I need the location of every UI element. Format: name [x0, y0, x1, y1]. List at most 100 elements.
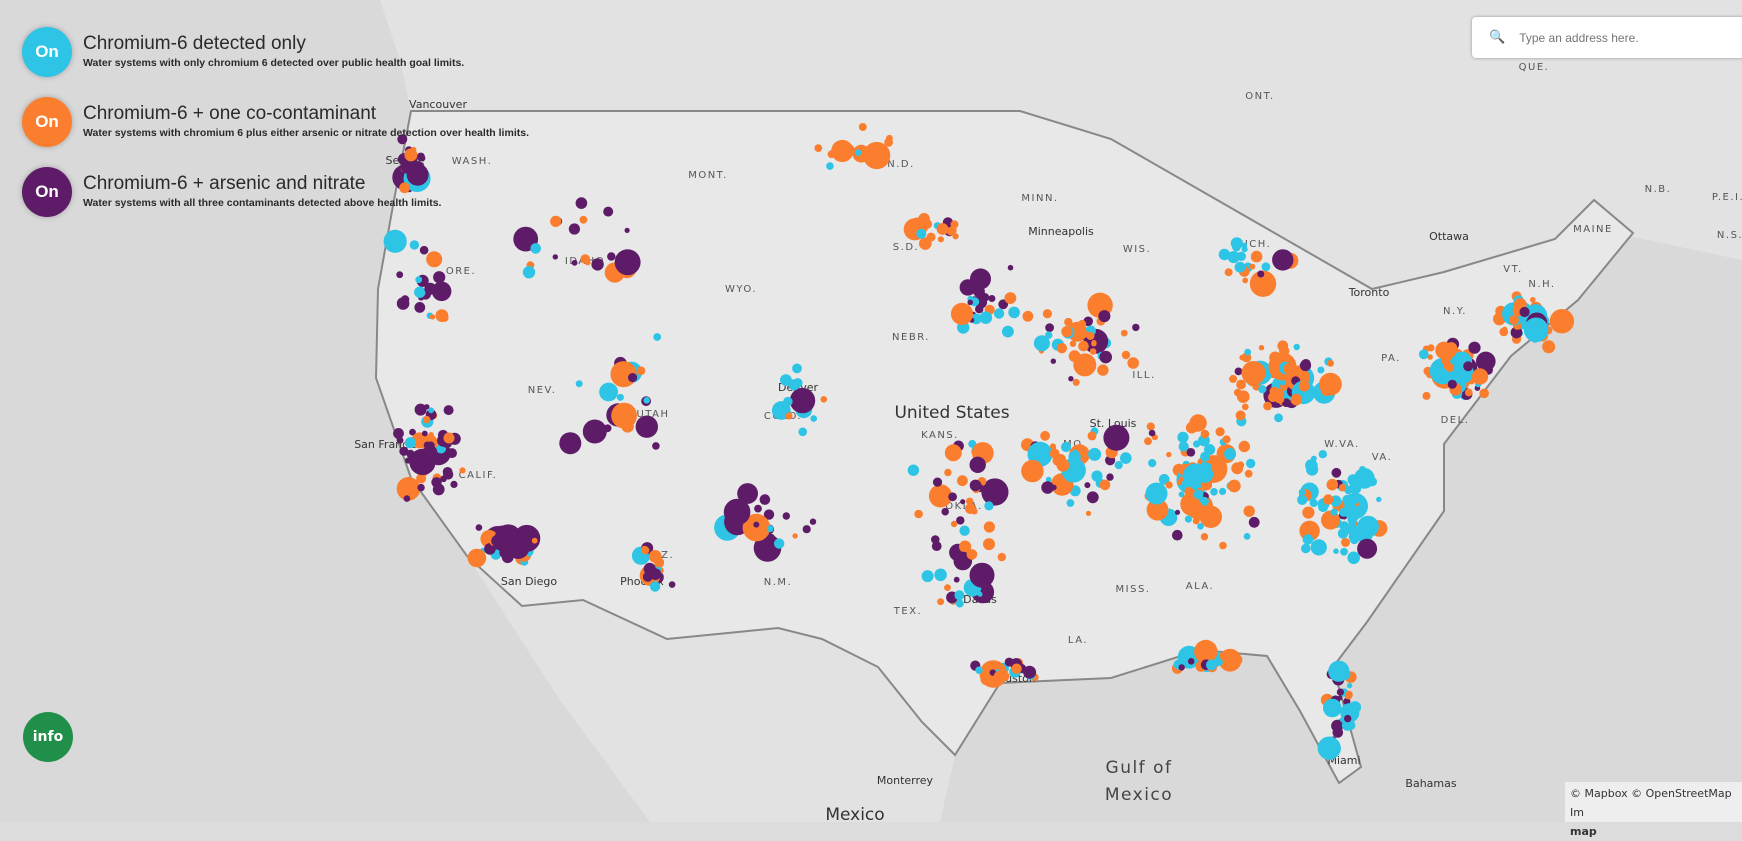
marker-cr6-only[interactable] — [1309, 498, 1318, 508]
marker-cr6-only[interactable] — [1177, 431, 1189, 443]
marker-arsenic-and-nitrate[interactable] — [571, 259, 578, 266]
marker-cr6-only[interactable] — [404, 437, 416, 449]
marker-arsenic-and-nitrate[interactable] — [396, 297, 410, 310]
marker-one-co-contaminant[interactable] — [1435, 341, 1453, 360]
marker-one-co-contaminant[interactable] — [621, 420, 634, 433]
marker-one-co-contaminant[interactable] — [1091, 340, 1097, 347]
marker-one-co-contaminant[interactable] — [863, 141, 891, 170]
marker-cr6-only[interactable] — [1236, 251, 1247, 261]
marker-one-co-contaminant[interactable] — [1056, 343, 1068, 354]
marker-one-co-contaminant[interactable] — [997, 552, 1006, 562]
marker-arsenic-and-nitrate[interactable] — [931, 541, 942, 551]
marker-one-co-contaminant[interactable] — [1127, 357, 1139, 369]
marker-one-co-contaminant[interactable] — [1427, 354, 1433, 360]
marker-cr6-only[interactable] — [1210, 488, 1218, 496]
toggle-one-co-contaminant[interactable]: On — [22, 97, 72, 147]
marker-one-co-contaminant[interactable] — [1086, 331, 1095, 340]
marker-arsenic-and-nitrate[interactable] — [782, 512, 790, 520]
marker-arsenic-and-nitrate[interactable] — [1084, 482, 1091, 489]
marker-cr6-only[interactable] — [1227, 251, 1240, 264]
marker-cr6-only[interactable] — [1197, 523, 1204, 530]
marker-one-co-contaminant[interactable] — [1549, 309, 1575, 334]
marker-cr6-only[interactable] — [1199, 496, 1209, 506]
marker-arsenic-and-nitrate[interactable] — [1301, 359, 1311, 369]
marker-cr6-only[interactable] — [1158, 474, 1170, 485]
marker-one-co-contaminant[interactable] — [1237, 390, 1250, 404]
marker-one-co-contaminant[interactable] — [1269, 386, 1279, 397]
marker-cr6-only[interactable] — [792, 363, 802, 374]
marker-cr6-only[interactable] — [1347, 485, 1356, 493]
marker-cr6-only[interactable] — [414, 286, 426, 298]
marker-one-co-contaminant[interactable] — [931, 496, 942, 507]
marker-arsenic-and-nitrate[interactable] — [953, 576, 960, 583]
marker-cr6-only[interactable] — [1184, 515, 1192, 523]
marker-cr6-only[interactable] — [1219, 487, 1227, 495]
marker-one-co-contaminant[interactable] — [820, 396, 828, 403]
marker-one-co-contaminant[interactable] — [858, 123, 867, 131]
marker-cr6-only[interactable] — [1261, 262, 1271, 272]
marker-arsenic-and-nitrate[interactable] — [603, 424, 612, 433]
marker-one-co-contaminant[interactable] — [640, 545, 649, 554]
marker-cr6-only[interactable] — [826, 162, 834, 170]
marker-arsenic-and-nitrate[interactable] — [1007, 264, 1014, 271]
marker-cr6-only[interactable] — [653, 333, 662, 341]
marker-arsenic-and-nitrate[interactable] — [397, 134, 408, 145]
marker-arsenic-and-nitrate[interactable] — [423, 441, 432, 449]
marker-one-co-contaminant[interactable] — [580, 254, 590, 264]
marker-one-co-contaminant[interactable] — [831, 139, 854, 163]
marker-one-co-contaminant[interactable] — [1274, 396, 1282, 403]
marker-cr6-only[interactable] — [1530, 334, 1540, 343]
marker-arsenic-and-nitrate[interactable] — [1468, 341, 1481, 354]
marker-cr6-only[interactable] — [1178, 441, 1189, 452]
marker-one-co-contaminant[interactable] — [1323, 494, 1334, 505]
marker-one-co-contaminant[interactable] — [966, 497, 974, 505]
marker-cr6-only[interactable] — [1346, 682, 1353, 689]
marker-one-co-contaminant[interactable] — [1222, 435, 1231, 444]
marker-cr6-only[interactable] — [643, 397, 650, 404]
marker-one-co-contaminant[interactable] — [1258, 345, 1265, 351]
marker-one-co-contaminant[interactable] — [1479, 388, 1489, 399]
marker-cr6-only[interactable] — [1258, 385, 1267, 394]
marker-arsenic-and-nitrate[interactable] — [443, 405, 454, 416]
marker-arsenic-and-nitrate[interactable] — [1041, 481, 1054, 494]
marker-arsenic-and-nitrate[interactable] — [409, 448, 436, 476]
marker-one-co-contaminant[interactable] — [443, 432, 455, 444]
toggle-arsenic-and-nitrate[interactable]: On — [22, 167, 72, 217]
marker-one-co-contaminant[interactable] — [1345, 690, 1353, 699]
marker-arsenic-and-nitrate[interactable] — [960, 499, 966, 505]
marker-cr6-only[interactable] — [1367, 477, 1377, 487]
marker-arsenic-and-nitrate[interactable] — [396, 271, 404, 279]
marker-cr6-only[interactable] — [1418, 349, 1429, 360]
marker-cr6-only[interactable] — [1246, 458, 1256, 469]
marker-cr6-only[interactable] — [1224, 448, 1237, 460]
marker-one-co-contaminant[interactable] — [1004, 292, 1017, 304]
marker-cr6-only[interactable] — [1337, 528, 1349, 539]
marker-arsenic-and-nitrate[interactable] — [405, 457, 412, 464]
marker-arsenic-and-nitrate[interactable] — [802, 525, 811, 534]
marker-arsenic-and-nitrate[interactable] — [1447, 379, 1457, 389]
marker-one-co-contaminant[interactable] — [1218, 648, 1242, 672]
marker-cr6-only[interactable] — [1333, 548, 1339, 554]
marker-one-co-contaminant[interactable] — [827, 150, 836, 159]
marker-cr6-only[interactable] — [1347, 474, 1359, 486]
marker-arsenic-and-nitrate[interactable] — [582, 419, 607, 444]
marker-arsenic-and-nitrate[interactable] — [552, 254, 558, 260]
marker-one-co-contaminant[interactable] — [1144, 437, 1152, 446]
marker-one-co-contaminant[interactable] — [785, 412, 793, 420]
marker-arsenic-and-nitrate[interactable] — [1186, 448, 1196, 457]
marker-cr6-only[interactable] — [916, 228, 927, 239]
marker-arsenic-and-nitrate[interactable] — [1045, 323, 1054, 332]
marker-cr6-only[interactable] — [1002, 325, 1014, 338]
marker-cr6-only[interactable] — [1347, 514, 1358, 525]
marker-one-co-contaminant[interactable] — [1244, 469, 1253, 478]
marker-cr6-only[interactable] — [1330, 508, 1338, 516]
marker-one-co-contaminant[interactable] — [1072, 378, 1080, 386]
marker-one-co-contaminant[interactable] — [1509, 315, 1519, 325]
marker-arsenic-and-nitrate[interactable] — [1148, 429, 1156, 437]
attribution-improve[interactable]: map — [1570, 825, 1597, 838]
marker-arsenic-and-nitrate[interactable] — [409, 428, 416, 436]
marker-arsenic-and-nitrate[interactable] — [450, 480, 458, 488]
marker-cr6-only[interactable] — [599, 382, 618, 402]
marker-arsenic-and-nitrate[interactable] — [998, 299, 1009, 310]
marker-cr6-only[interactable] — [1274, 413, 1283, 423]
